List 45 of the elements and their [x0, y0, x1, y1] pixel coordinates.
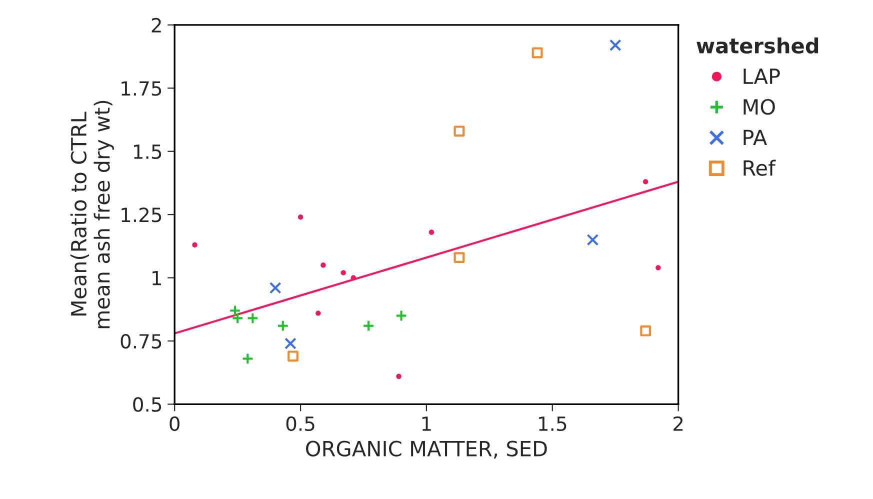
- point: [269, 282, 282, 294]
- y-axis-title: Mean(Ratio to CTRL mean ash free dry wt): [70, 100, 114, 328]
- y-tick-label: 0.75: [120, 334, 162, 349]
- point: [609, 39, 622, 52]
- legend-label: Ref: [744, 160, 776, 176]
- point: [350, 275, 356, 280]
- point: [242, 352, 254, 365]
- point: [362, 320, 374, 332]
- x-tick-label: 0: [170, 416, 180, 432]
- y-tick-label: 0.5: [133, 397, 162, 412]
- y-tick-label: 1.75: [122, 81, 162, 96]
- point: [276, 320, 289, 332]
- point: [642, 179, 648, 184]
- point: [454, 252, 465, 263]
- y-tick-label: 1.25: [122, 208, 162, 222]
- y-tick-label: 1: [152, 270, 161, 286]
- legend-label: PA: [744, 130, 768, 146]
- legend-label: LAP: [744, 68, 780, 84]
- point: [428, 230, 434, 235]
- point: [232, 312, 244, 324]
- x-axis-title: ORGANIC MATTER, SED: [306, 440, 547, 459]
- x-tick-label: 1.5: [539, 416, 566, 432]
- y-tick-label: 1.5: [134, 144, 162, 160]
- point: [454, 126, 465, 137]
- point: [640, 325, 652, 336]
- legend-title: watershed: [696, 37, 818, 54]
- point: [532, 47, 543, 58]
- point: [340, 270, 346, 276]
- x-tick-label: 2: [674, 416, 683, 431]
- point: [298, 214, 304, 220]
- point: [288, 350, 298, 362]
- x-tick-label: 0.5: [286, 416, 314, 432]
- y-tick-label: 2: [152, 18, 161, 32]
- point: [656, 265, 661, 270]
- point: [395, 310, 408, 322]
- point: [320, 262, 326, 268]
- legend-label: MO: [744, 98, 775, 115]
- x-tick-label: 1: [422, 416, 431, 431]
- point: [396, 374, 402, 379]
- point: [284, 338, 296, 350]
- point: [246, 312, 259, 324]
- point: [229, 304, 241, 317]
- point: [586, 234, 599, 246]
- point: [316, 310, 321, 316]
- point: [192, 242, 198, 248]
